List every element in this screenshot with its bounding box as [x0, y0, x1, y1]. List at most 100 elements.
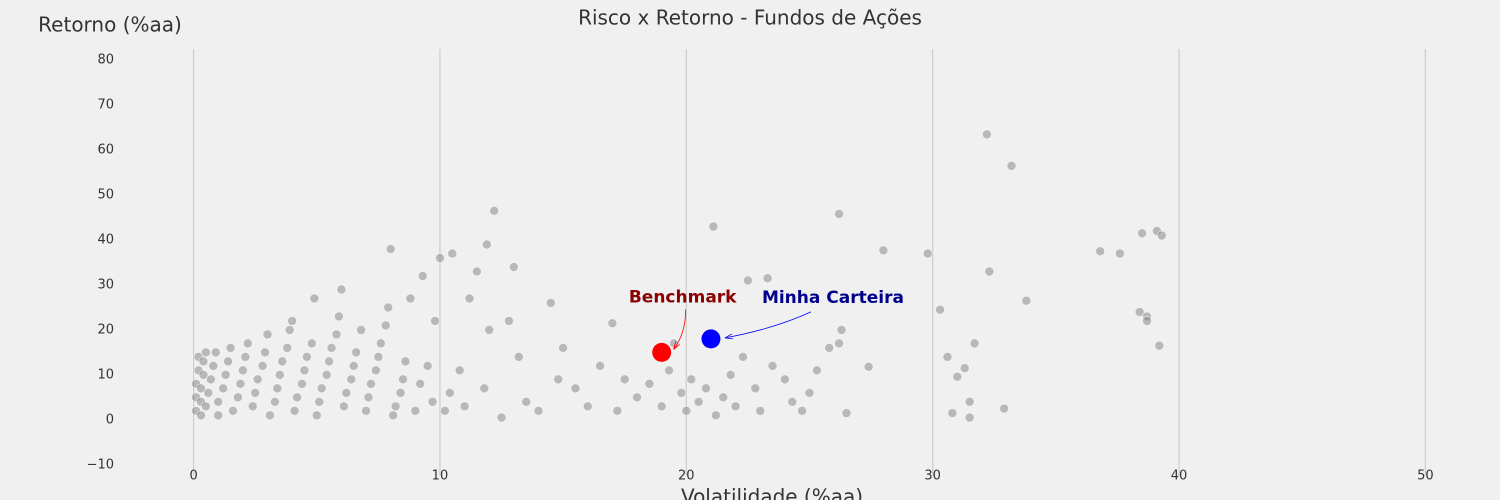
data-point — [1154, 340, 1165, 351]
data-point — [1134, 307, 1145, 317]
data-point — [811, 365, 822, 376]
data-point — [508, 262, 519, 272]
data-point — [718, 392, 729, 403]
data-point — [1137, 228, 1147, 239]
annotation-label: Minha Carteira — [762, 288, 904, 308]
data-point — [779, 374, 790, 385]
data-point — [767, 360, 778, 371]
data-point — [324, 356, 334, 367]
data-point — [959, 363, 970, 374]
data-point — [834, 209, 844, 219]
x-tick-label: 50 — [1417, 469, 1434, 484]
data-point — [834, 338, 844, 349]
data-point — [762, 273, 773, 284]
data-point — [395, 387, 406, 398]
data-point — [220, 369, 231, 380]
data-point — [693, 396, 704, 407]
data-point — [454, 365, 465, 376]
annotation-arrow — [724, 311, 812, 339]
highlight-point — [652, 342, 672, 362]
data-point — [201, 401, 211, 412]
data-point — [287, 316, 298, 326]
data-point — [686, 374, 697, 385]
data-point — [196, 410, 206, 421]
data-point — [237, 365, 248, 376]
data-point — [484, 325, 495, 335]
data-point — [306, 338, 317, 349]
data-point — [316, 383, 327, 394]
data-point — [964, 412, 975, 423]
data-point — [336, 284, 347, 295]
y-tick-label: 0 — [106, 412, 114, 427]
data-point — [398, 374, 408, 385]
data-point — [676, 387, 687, 398]
data-point — [252, 374, 263, 385]
data-point — [755, 405, 766, 416]
data-point — [383, 302, 394, 313]
data-point — [356, 325, 367, 335]
data-point — [750, 383, 761, 394]
data-point — [1115, 248, 1125, 259]
y-tick-label: 40 — [97, 233, 114, 248]
data-point — [334, 311, 344, 322]
data-point — [363, 392, 374, 403]
data-point — [533, 405, 544, 416]
data-point — [417, 271, 428, 281]
data-point — [1021, 295, 1032, 306]
data-point — [302, 351, 312, 362]
data-point — [582, 401, 593, 412]
annotation-label: Benchmark — [629, 287, 737, 307]
data-point — [341, 387, 352, 398]
data-point — [743, 275, 753, 286]
data-point — [863, 361, 874, 372]
data-point — [504, 316, 514, 326]
x-tick-label: 40 — [1171, 469, 1188, 484]
data-point — [1095, 246, 1106, 257]
data-point — [260, 347, 270, 358]
data-point — [607, 318, 618, 329]
data-point — [201, 347, 211, 358]
data-point — [366, 378, 376, 389]
y-axis-label: Retorno (%aa) — [38, 13, 182, 37]
data-point — [553, 374, 564, 385]
data-point — [373, 351, 384, 362]
data-point — [228, 405, 238, 416]
data-point — [922, 248, 933, 259]
data-point — [447, 248, 458, 259]
data-point — [964, 396, 975, 407]
data-point — [203, 387, 214, 398]
data-point — [380, 320, 391, 331]
data-point — [570, 383, 581, 394]
y-tick-label: 50 — [97, 188, 114, 203]
data-point — [210, 347, 221, 358]
data-point — [265, 410, 275, 421]
data-point — [292, 392, 302, 403]
data-point — [331, 329, 342, 340]
data-point — [326, 342, 337, 353]
data-point — [309, 293, 320, 304]
data-point — [738, 351, 748, 362]
data-point — [348, 360, 359, 371]
data-point — [710, 410, 721, 421]
x-tick-label: 0 — [189, 469, 197, 484]
highlight-point — [701, 329, 721, 349]
data-point — [1006, 160, 1017, 171]
data-point — [969, 338, 980, 349]
data-point — [250, 387, 261, 398]
data-point — [841, 408, 852, 418]
data-point — [444, 387, 455, 398]
data-point — [205, 374, 216, 385]
data-point — [489, 205, 500, 216]
data-point — [196, 383, 206, 394]
data-point — [242, 338, 253, 349]
data-point — [464, 293, 475, 304]
y-tick-label: 10 — [97, 367, 114, 382]
data-point — [233, 392, 243, 403]
data-point — [513, 351, 524, 362]
data-point — [370, 365, 381, 376]
data-point — [299, 365, 310, 376]
data-point — [521, 396, 532, 407]
x-tick-label: 30 — [924, 469, 941, 484]
